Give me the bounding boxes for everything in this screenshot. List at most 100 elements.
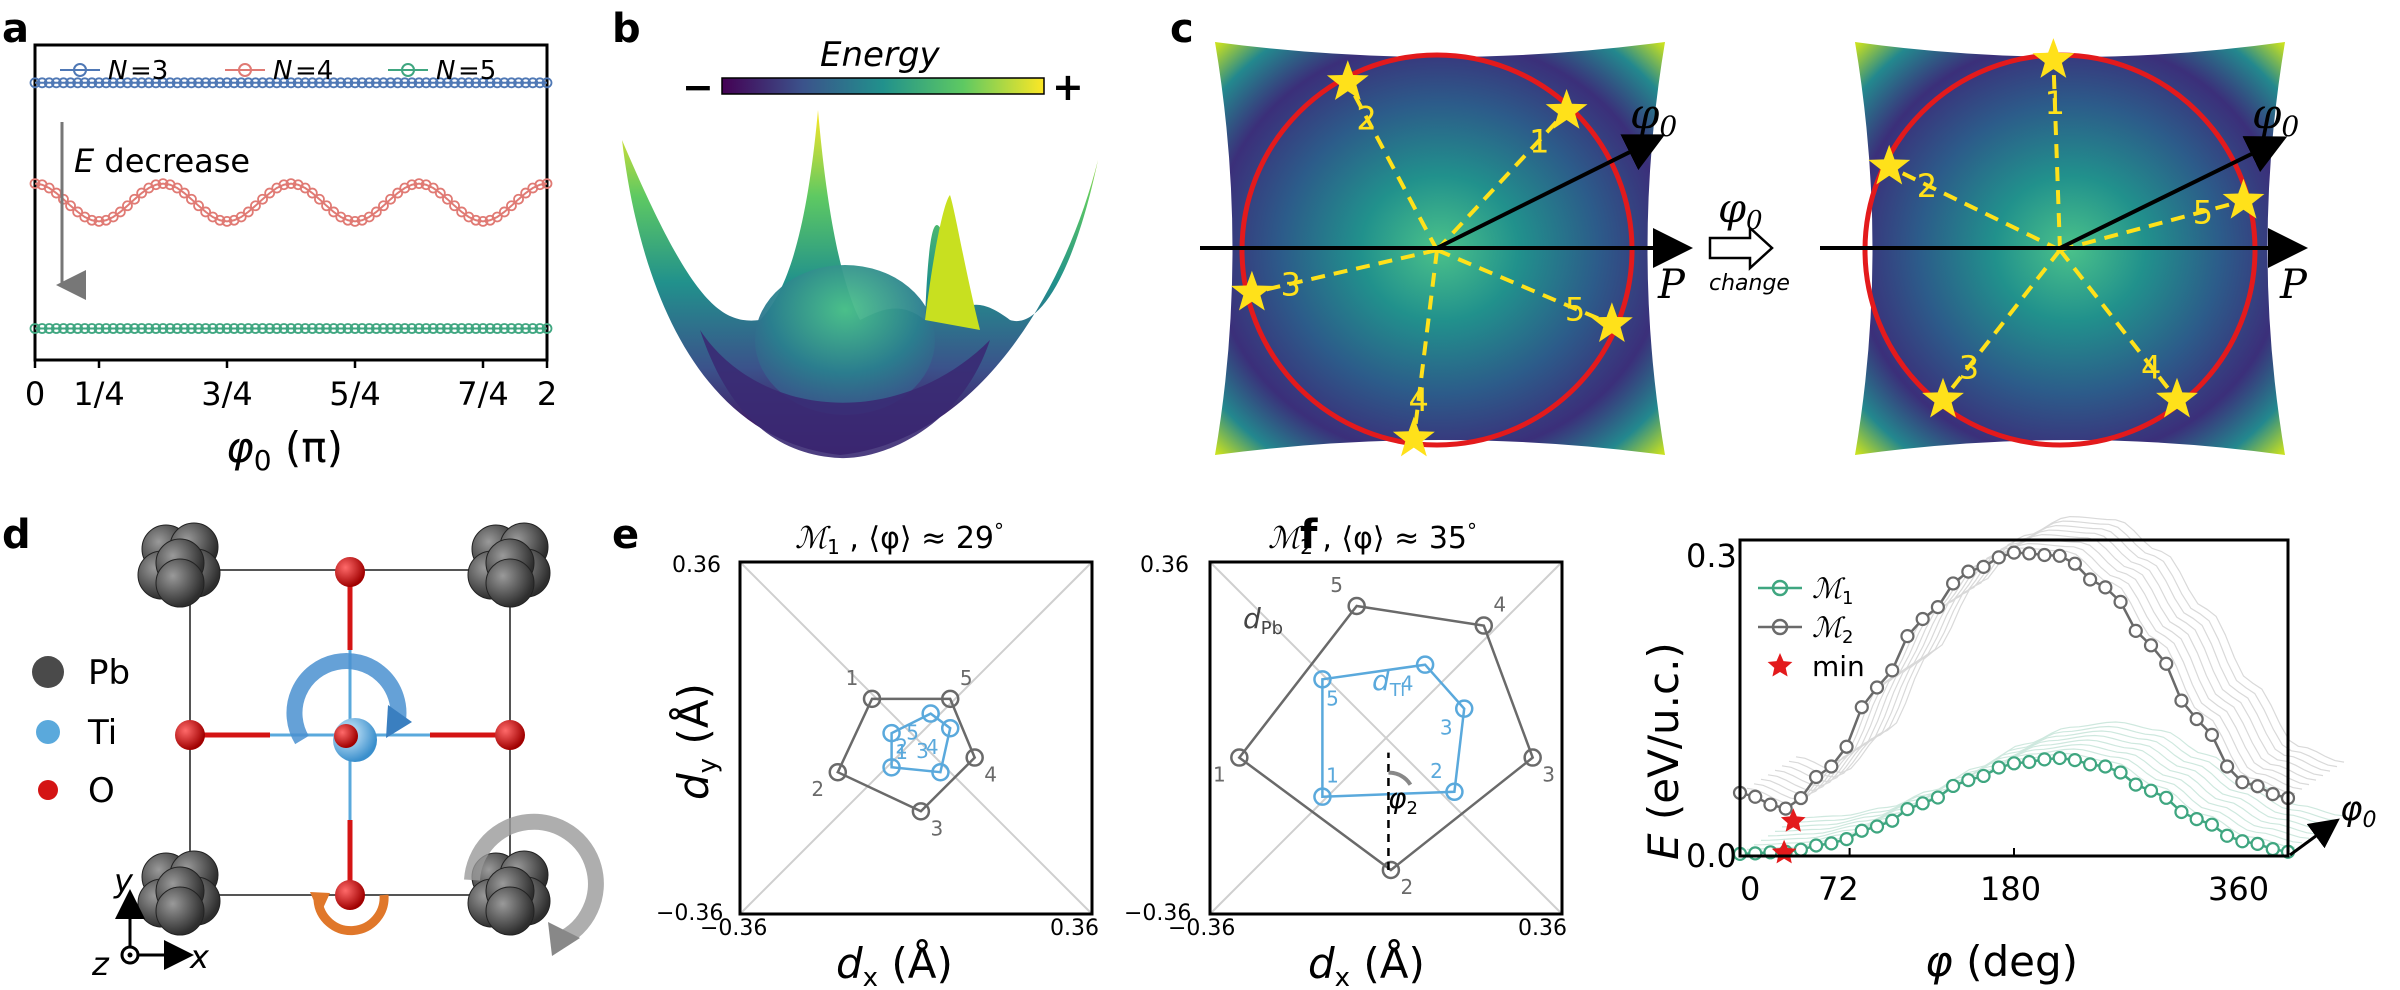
vertex-point — [862, 689, 882, 709]
star-dash-line — [1436, 248, 1613, 327]
series-point — [506, 77, 517, 89]
series-point — [1900, 629, 1915, 644]
series-point — [527, 77, 539, 89]
panel-label-a: a — [2, 6, 29, 52]
series-point — [214, 214, 226, 226]
series-point — [534, 179, 546, 191]
series-point — [378, 77, 389, 89]
minimum-star — [1591, 302, 1633, 342]
series-point — [143, 323, 155, 334]
series-point — [228, 323, 240, 334]
energy-peak-front — [925, 195, 980, 330]
pb-atoms — [137, 522, 551, 936]
series-point — [242, 77, 254, 89]
polygon — [1237, 604, 1535, 872]
e-right-xtick-left: −0.36 — [1168, 916, 1235, 941]
series-point — [491, 211, 503, 223]
series-point — [349, 215, 361, 227]
diagonal — [739, 561, 1093, 915]
vertex-label: 5 — [1330, 573, 1343, 597]
series-point — [491, 77, 503, 89]
series-point — [456, 77, 468, 89]
series-point — [2037, 752, 2052, 767]
ti-rotation-arrowhead — [386, 705, 412, 738]
series-point — [2220, 759, 2235, 774]
pb-atom — [485, 558, 535, 608]
series-point — [72, 77, 84, 89]
series-point — [43, 323, 55, 334]
series-point — [449, 200, 460, 212]
shadow-line — [1788, 520, 2338, 778]
pb-atom — [155, 886, 205, 936]
series-point — [292, 77, 304, 89]
xtick-label: 0 — [25, 375, 45, 413]
series-point — [520, 323, 532, 334]
e-decrease-label: E decrease — [74, 142, 250, 180]
series-point — [449, 323, 460, 334]
series-point — [50, 77, 62, 89]
series-point — [321, 200, 332, 212]
series-point — [207, 323, 219, 334]
series-point — [58, 77, 69, 89]
series-point — [1885, 813, 1900, 828]
vertex-label: 4 — [1401, 672, 1414, 696]
series-point — [2189, 711, 2204, 727]
pb-cluster — [467, 522, 551, 608]
series-point — [520, 187, 532, 199]
series-point — [264, 77, 276, 89]
e-right-plot: 1 2 3 4 5 1 2 3 4 5 — [1208, 560, 1564, 916]
series-point — [491, 323, 503, 334]
series-point — [1976, 559, 1991, 574]
series-point — [2235, 775, 2250, 790]
series-point — [434, 323, 446, 334]
legend-n5: N =5 — [388, 56, 496, 86]
series-point — [257, 77, 268, 89]
e-right-title: ℳ2 , ⟨φ⟩ ≈ 35° — [1268, 519, 1477, 559]
pb-cluster — [137, 850, 221, 936]
shadow-line — [1795, 515, 2345, 774]
pb-rotation-arrow — [464, 813, 604, 948]
pb-atom — [485, 886, 535, 936]
series-point — [1930, 600, 1945, 615]
series-point — [321, 77, 332, 89]
series-point — [1748, 846, 1763, 861]
series-point — [392, 187, 404, 199]
legend-ti-label: Ti — [87, 713, 117, 753]
series-point — [2067, 753, 2082, 768]
series-point — [427, 323, 439, 334]
phi2-arc — [1388, 770, 1413, 786]
pb-cluster — [467, 850, 551, 936]
series-point — [2067, 556, 2082, 571]
e-frame — [1208, 560, 1564, 916]
star-label: 4 — [2141, 349, 2161, 387]
c-change-arrow — [1708, 225, 1774, 271]
series-point — [2235, 834, 2250, 849]
vertex-label: 3 — [1542, 763, 1555, 787]
series-point — [36, 77, 48, 89]
series-point — [200, 206, 212, 218]
vertex-label: 4 — [984, 763, 997, 787]
series-point — [250, 77, 261, 89]
series-point — [2159, 790, 2174, 805]
e-left-ytick-bottom: −0.36 — [656, 901, 723, 926]
series-point — [541, 178, 553, 190]
star-label: 3 — [1959, 349, 1979, 387]
legend-n4-prefix: N — [273, 56, 292, 86]
e-right-ytick-top: 0.36 — [1140, 553, 1189, 578]
series-point — [93, 215, 105, 227]
vertex-point — [1313, 670, 1332, 689]
series-point — [370, 323, 382, 334]
vertex-label: 4 — [926, 735, 939, 759]
series-point — [200, 77, 212, 89]
series-point — [1930, 790, 1945, 805]
c-right-phi0-arrow — [2059, 136, 2288, 250]
series-point — [321, 323, 332, 334]
series-point — [107, 77, 119, 89]
series-point — [456, 323, 468, 334]
star-dash-line — [1941, 248, 2062, 401]
series-point — [86, 214, 98, 226]
series-point — [399, 77, 411, 89]
shadow-line — [1746, 752, 2296, 850]
series-point — [498, 323, 510, 334]
